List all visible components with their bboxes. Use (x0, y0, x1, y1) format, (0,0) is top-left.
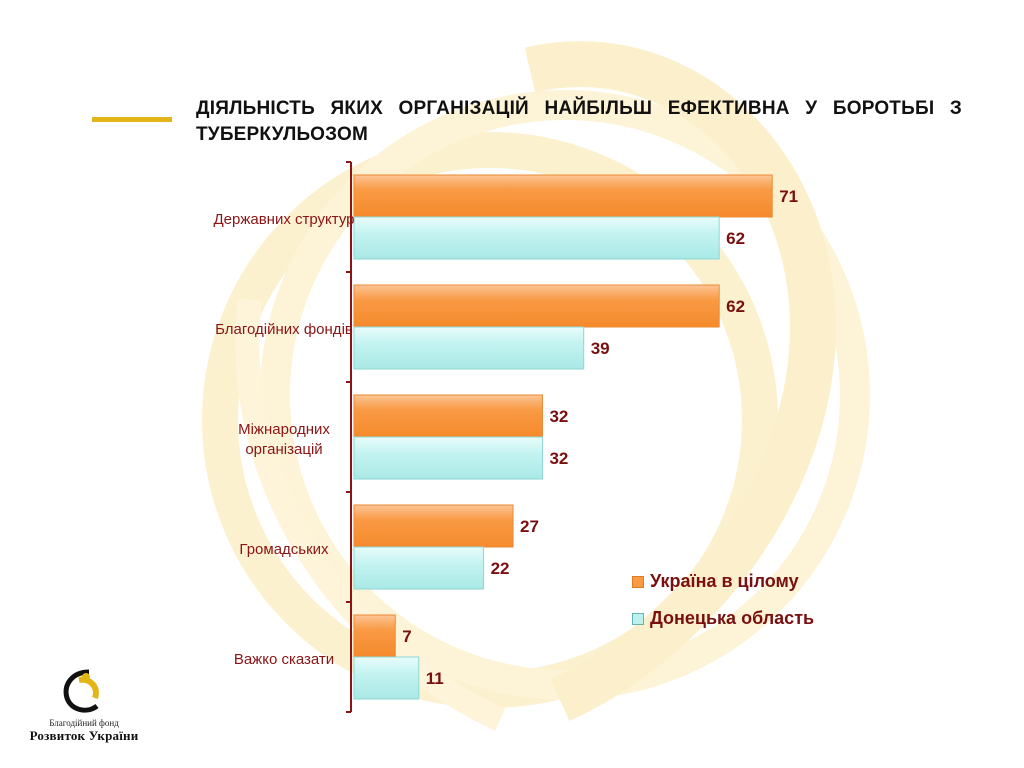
legend-item-donetsk: Донецька область (632, 600, 814, 637)
bar-ukraine-2 (353, 394, 543, 438)
foundation-logo: Благодійний фонд Розвиток України (24, 668, 144, 752)
value-label-ukraine-2: 32 (549, 407, 568, 426)
logo-subtitle: Благодійний фонд (49, 718, 119, 728)
value-label-donetsk-1: 39 (591, 339, 610, 358)
legend-swatch-cyan (632, 612, 644, 625)
value-label-donetsk-0: 62 (726, 229, 745, 248)
slide-title: ДІЯЛЬНІСТЬ ЯКИХ ОРГАНІЗАЦІЙ НАЙБІЛЬШ ЕФЕ… (196, 98, 962, 145)
bar-donetsk-2 (353, 436, 543, 480)
bar-ukraine-1 (353, 284, 720, 328)
chart-legend: Україна в цілому Донецька область (632, 563, 814, 637)
value-label-donetsk-2: 32 (549, 449, 568, 468)
value-label-donetsk-4: 11 (426, 669, 444, 688)
category-label-2: Міжнародних організацій (238, 421, 330, 458)
bar-donetsk-3 (353, 546, 485, 590)
legend-label-ukraine: Україна в цілому (650, 571, 799, 591)
bar-ukraine-3 (353, 504, 514, 548)
category-label-0: Державних структур (213, 211, 354, 228)
category-label-4: Важко сказати (234, 651, 334, 668)
legend-swatch-orange (632, 575, 644, 588)
bar-donetsk-0 (353, 216, 720, 260)
value-label-ukraine-1: 62 (726, 297, 745, 316)
legend-label-donetsk: Донецька область (650, 608, 815, 628)
title-accent-line (92, 117, 172, 122)
bar-donetsk-1 (353, 326, 585, 370)
bar-ukraine-4 (353, 614, 396, 658)
value-label-ukraine-4: 7 (402, 627, 411, 646)
category-label-3: Громадських (239, 541, 329, 558)
bar-ukraine-0 (353, 174, 773, 218)
category-label-1: Благодійних фондів (215, 321, 353, 338)
bar-donetsk-4 (353, 656, 420, 700)
value-label-ukraine-0: 71 (779, 187, 798, 206)
logo-name: Розвиток України (29, 728, 139, 743)
logo-emblem-icon (63, 669, 99, 713)
value-label-ukraine-3: 27 (520, 517, 539, 536)
legend-item-ukraine: Україна в цілому (632, 563, 814, 600)
value-label-donetsk-3: 22 (491, 559, 510, 578)
